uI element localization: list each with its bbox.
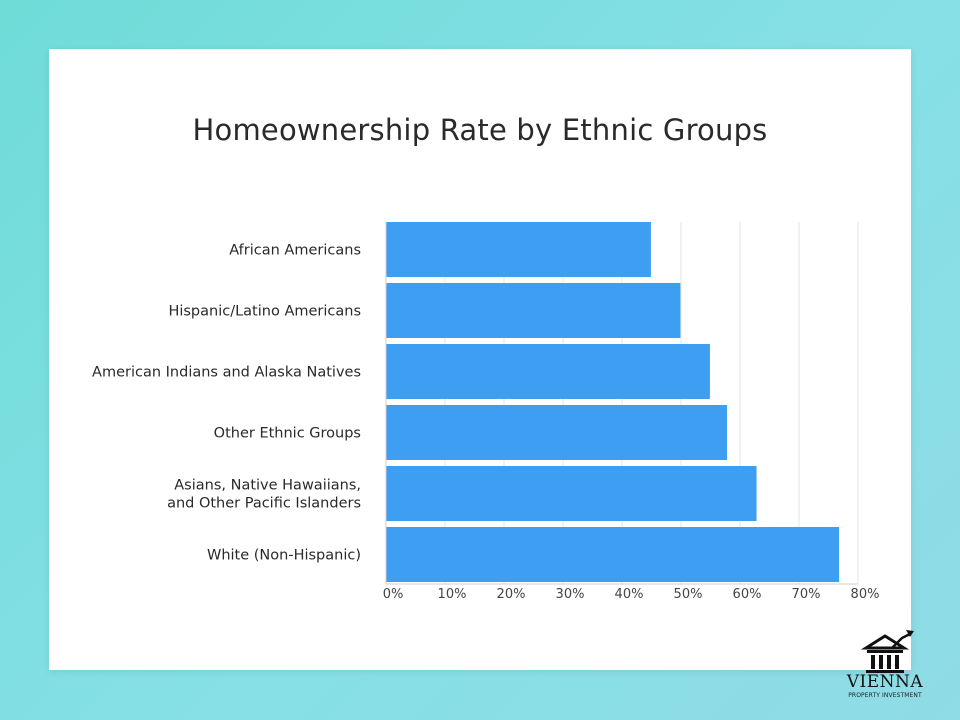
x-tick-label: 30% xyxy=(556,587,585,602)
x-tick-label: 70% xyxy=(792,587,821,602)
x-tick-label: 80% xyxy=(851,587,880,602)
category-label: White (Non-Hispanic) xyxy=(207,548,361,564)
brand-name: VIENNA xyxy=(846,672,924,692)
building-logo-icon xyxy=(860,630,914,673)
bar xyxy=(386,527,840,582)
bar xyxy=(386,405,728,460)
x-tick-label: 20% xyxy=(497,587,526,602)
category-label: and Other Pacific Islanders xyxy=(167,496,361,512)
x-tick-label: 40% xyxy=(615,587,644,602)
bar xyxy=(386,466,757,521)
brand-tagline: PROPERTY INVESTMENT xyxy=(848,692,922,699)
bar xyxy=(386,283,681,338)
category-label: Other Ethnic Groups xyxy=(214,426,361,442)
x-tick-label: 50% xyxy=(674,587,703,602)
chart-title: Homeownership Rate by Ethnic Groups xyxy=(192,113,768,147)
category-label: Hispanic/Latino Americans xyxy=(168,304,361,320)
category-label: Asians, Native Hawaiians, xyxy=(174,478,361,494)
bar xyxy=(386,344,710,399)
x-tick-label: 60% xyxy=(733,587,762,602)
x-tick-label: 0% xyxy=(383,587,404,602)
x-tick-label: 10% xyxy=(438,587,467,602)
category-label: African Americans xyxy=(229,243,361,259)
category-label: American Indians and Alaska Natives xyxy=(92,365,361,381)
bar xyxy=(386,222,651,277)
